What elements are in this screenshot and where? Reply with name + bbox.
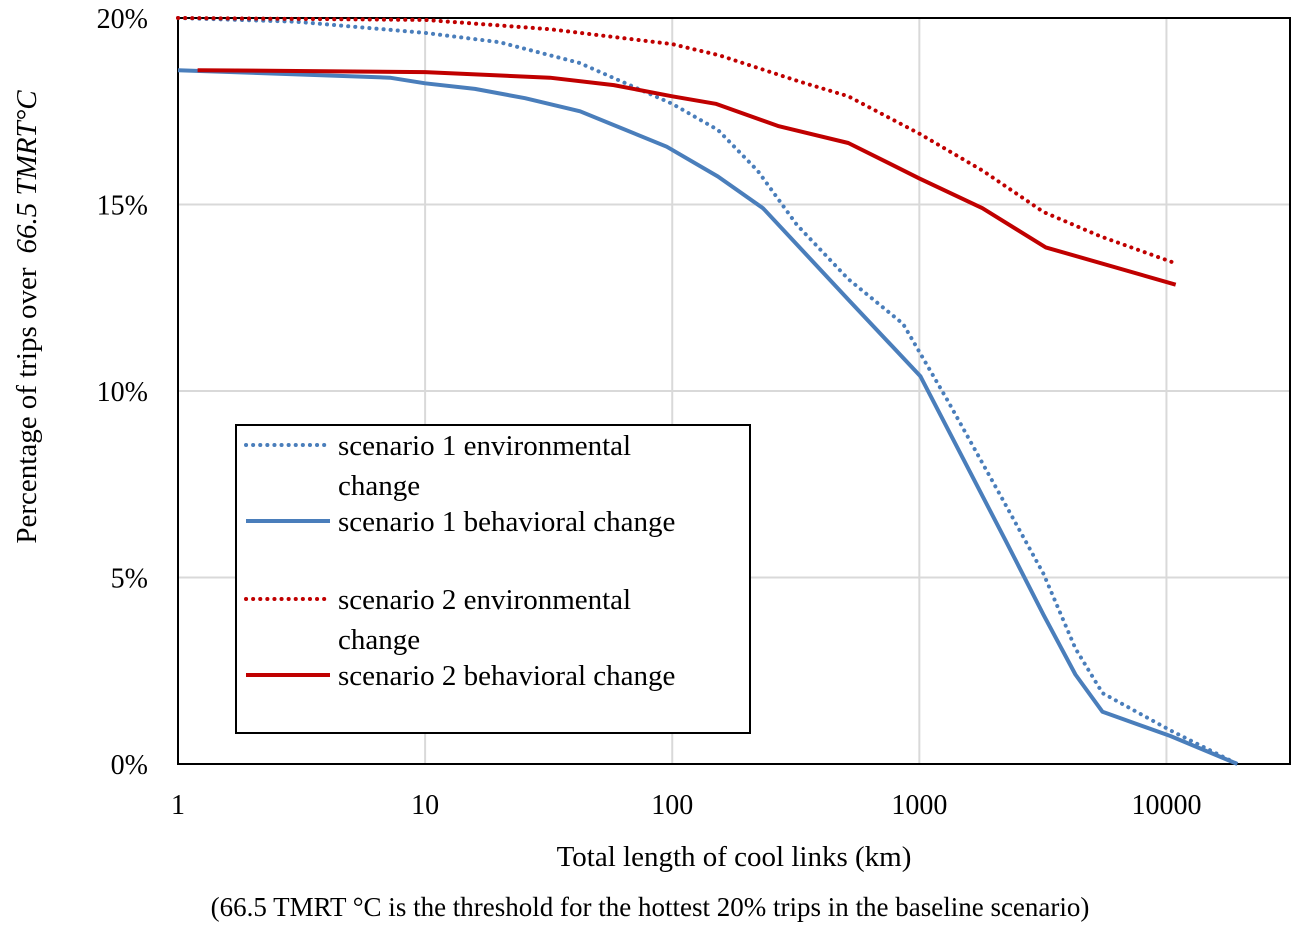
legend-label-3: change [338, 624, 420, 656]
x-tick-label: 1 [171, 790, 185, 821]
y-tick-label: 15% [97, 191, 148, 222]
series-line-1 [176, 16, 1240, 766]
x-tick-label: 10000 [1131, 790, 1201, 821]
legend-label-2: scenario 1 behavioral change [338, 506, 675, 538]
y-axis-label: Percentage of trips over 66.5 TMRT°C [11, 90, 43, 544]
legend: scenario 1 environmental change scenario 1… [235, 424, 751, 734]
series-line-4 [197, 68, 1177, 287]
x-axis-label: Total length of cool links (km) [557, 841, 912, 873]
tick-labels: 1 10 100 1000 10000 0% 5% 10% 15% 20% [97, 4, 1202, 821]
y-tick-label: 20% [97, 4, 148, 35]
legend-label-1: change [338, 470, 420, 502]
series-lines [176, 16, 1240, 766]
x-tick-label: 1000 [891, 790, 947, 821]
y-tick-label: 0% [111, 750, 148, 781]
chart-caption: (66.5 TMRT °C is the threshold for the h… [211, 892, 1090, 922]
y-axis-label-prefix: Percentage of trips over [11, 267, 43, 544]
legend-box [235, 424, 751, 734]
series-line-2 [177, 68, 1239, 766]
y-tick-label: 10% [97, 377, 148, 408]
legend-label-1: scenario 1 environmental [338, 430, 631, 462]
y-axis-label-unit: 66.5 TMRT°C [11, 90, 43, 254]
series-line-3 [176, 16, 1175, 265]
y-tick-label: 5% [111, 564, 148, 595]
x-tick-label: 100 [651, 790, 693, 821]
legend-label-4: scenario 2 behavioral change [338, 660, 675, 692]
x-tick-label: 10 [411, 790, 439, 821]
legend-label-3: scenario 2 environmental [338, 584, 631, 616]
plot-area-border [177, 17, 1291, 765]
